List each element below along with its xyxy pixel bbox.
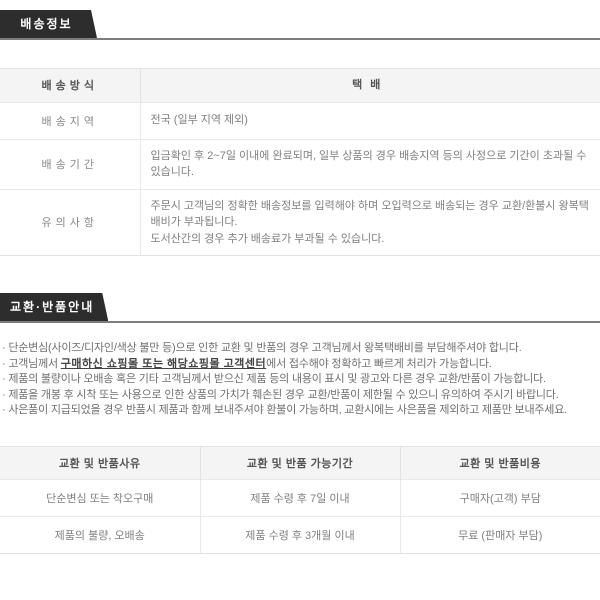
- shipping-area-value: 전국 (일부 지역 제외): [150, 114, 248, 127]
- shipping-section-header: 배송정보: [0, 10, 600, 40]
- note-emphasis: 구매하신 쇼핑몰 또는 해당쇼핑몰 고객센터: [60, 357, 267, 370]
- shipping-caution-label: 유의사항: [0, 189, 141, 256]
- period-cell: 제품 수령 후 7일 이내: [200, 479, 401, 516]
- column-header-period: 교환 및 반품 가능기간: [200, 446, 401, 479]
- table-row: 유의사항 주문시 고객님의 정확한 배송정보를 입력해야 하며 오입력으로 배송…: [0, 189, 600, 256]
- list-item: · 사은품이 지급되었을 경우 반품시 제품과 함께 보내주셔야 환불이 가능하…: [2, 404, 567, 416]
- shipping-info-table: 배송방식 택배 배송지역 전국 (일부 지역 제외) 배송기간 입금확인 후 2…: [0, 68, 600, 256]
- cost-cell: 구매자(고객) 부담: [459, 492, 541, 505]
- table-row: 제품의 불량, 오배송 제품 수령 후 3개월 이내 무료 (판매자 부담): [0, 516, 600, 553]
- shipping-info-page: 배송정보 배송방식 택배 배송지역 전국 (일부 지역 제외) 배송기간 입금확…: [0, 0, 600, 554]
- exchange-section-header: 교환·반품안내: [0, 293, 600, 323]
- list-item: · 제품의 불량이나 오배송 혹은 기타 고객님께서 받으신 제품 등의 내용이…: [2, 373, 546, 385]
- column-header-cost: 교환 및 반품비용: [400, 446, 600, 479]
- table-header-row: 교환 및 반품사유 교환 및 반품 가능기간 교환 및 반품비용: [0, 446, 600, 479]
- shipping-period-label: 배송기간: [0, 139, 141, 189]
- note-suffix: 에서 접수해야 정확하고 빠르게 처리가 가능합니다.: [266, 357, 492, 370]
- reason-cell: 단순변심 또는 착오구매: [0, 479, 201, 516]
- shipping-period-value: 입금확인 후 2~7일 이내에 완료되며, 일부 상품의 경우 배송지역 등의 …: [150, 149, 587, 179]
- exchange-notes-list: · 단순변심(사이즈/디자인/색상 불만 등)으로 인한 교환 및 반품의 경우…: [0, 341, 600, 419]
- column-header-reason: 교환 및 반품사유: [0, 446, 201, 479]
- shipping-info-tab: 배송정보: [0, 10, 97, 38]
- list-item: · 고객님께서 구매하신 쇼핑몰 또는 해당쇼핑몰 고객센터에서 접수해야 정확…: [2, 357, 598, 373]
- shipping-method-label: 배송방식: [0, 68, 141, 102]
- period-cell: 제품 수령 후 3개월 이내: [200, 516, 401, 553]
- exchange-return-table: 교환 및 반품사유 교환 및 반품 가능기간 교환 및 반품비용 단순변심 또는…: [0, 445, 600, 554]
- cost-cell: 무료 (판매자 부담): [458, 529, 543, 542]
- table-row: 배송방식 택배: [0, 68, 600, 102]
- reason-cell: 제품의 불량, 오배송: [0, 516, 201, 553]
- shipping-area-label: 배송지역: [0, 102, 141, 139]
- shipping-caution-value: 주문시 고객님의 정확한 배송정보를 입력해야 하며 오입력으로 배송되는 경우…: [150, 199, 589, 245]
- shipping-method-value: 택배: [352, 79, 389, 91]
- list-item: · 단순변심(사이즈/디자인/색상 불만 등)으로 인한 교환 및 반품의 경우…: [2, 342, 522, 354]
- table-row: 단순변심 또는 착오구매 제품 수령 후 7일 이내 구매자(고객) 부담: [0, 479, 600, 516]
- table-row: 배송지역 전국 (일부 지역 제외): [0, 102, 600, 139]
- note-prefix: · 고객님께서: [2, 357, 61, 370]
- list-item: · 제품을 개봉 후 시착 또는 사용으로 인한 상품의 가치가 훼손된 경우 …: [2, 388, 559, 401]
- exchange-return-tab: 교환·반품안내: [0, 293, 108, 321]
- table-row: 배송기간 입금확인 후 2~7일 이내에 완료되며, 일부 상품의 경우 배송지…: [0, 139, 600, 189]
